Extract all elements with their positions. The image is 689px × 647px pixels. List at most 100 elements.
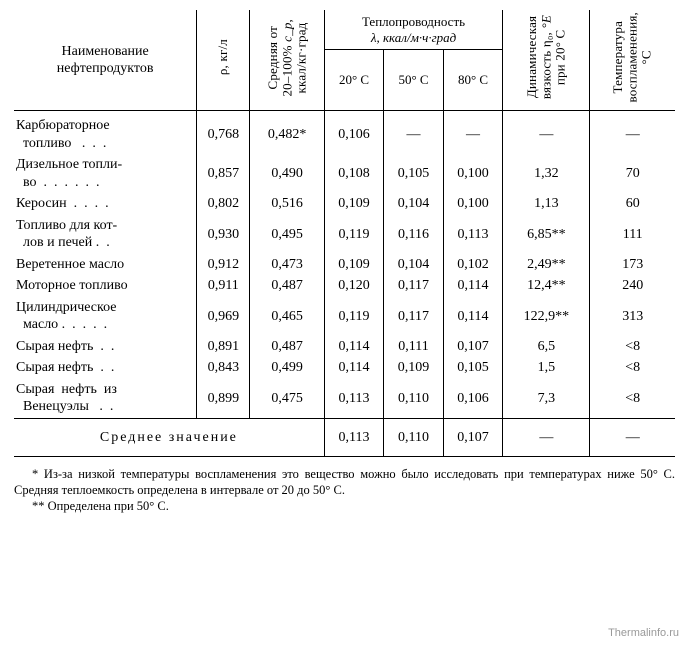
footnote-1: * Из-за низкой температуры воспламенения… bbox=[14, 467, 675, 498]
cell-rho: 0,768 bbox=[197, 115, 250, 154]
cell-50c: 0,104 bbox=[384, 193, 444, 215]
average-80c: 0,107 bbox=[443, 418, 503, 457]
cell-rho: 0,843 bbox=[197, 357, 250, 379]
cell-80c: 0,100 bbox=[443, 154, 503, 193]
cell-20c: 0,108 bbox=[324, 154, 384, 193]
cell-cp: 0,487 bbox=[250, 275, 324, 297]
average-label: Среднее значение bbox=[14, 418, 324, 457]
cell-name: Топливо для кот- лов и печей . . bbox=[14, 215, 197, 254]
cell-cp: 0,487 bbox=[250, 336, 324, 358]
col-flash-label: Температуравоспламенения,°C bbox=[611, 12, 654, 103]
cell-80c: 0,107 bbox=[443, 336, 503, 358]
cell-flash: 70 bbox=[590, 154, 675, 193]
col-thermal-group-header: Теплопроводность λ, ккал/м·ч·град bbox=[324, 10, 503, 50]
thermal-group-l1: Теплопроводность bbox=[362, 14, 465, 29]
table-row: Сырая нефть . .0,8430,4990,1140,1090,105… bbox=[14, 357, 675, 379]
col-visc-header: Динамическаявязкость η₀, °Eпри 20° C bbox=[503, 10, 590, 111]
col-20c-header: 20° C bbox=[324, 50, 384, 111]
cell-flash: <8 bbox=[590, 379, 675, 419]
cell-20c: 0,119 bbox=[324, 215, 384, 254]
cell-cp: 0,475 bbox=[250, 379, 324, 419]
col-50c-header: 50° C bbox=[384, 50, 444, 111]
cell-flash: <8 bbox=[590, 357, 675, 379]
average-50c: 0,110 bbox=[384, 418, 444, 457]
footnotes-block: * Из-за низкой температуры воспламенения… bbox=[14, 467, 675, 514]
cell-cp: 0,499 bbox=[250, 357, 324, 379]
cell-50c: 0,109 bbox=[384, 357, 444, 379]
cell-20c: 0,109 bbox=[324, 254, 384, 276]
cell-rho: 0,857 bbox=[197, 154, 250, 193]
cell-visc: 6,5 bbox=[503, 336, 590, 358]
cell-80c: 0,106 bbox=[443, 379, 503, 419]
col-rho-header: ρ, кг/л bbox=[197, 10, 250, 111]
col-flash-header: Температуравоспламенения,°C bbox=[590, 10, 675, 111]
col-80c-header: 80° C bbox=[443, 50, 503, 111]
data-table: Наименованиенефтепродуктов ρ, кг/л Средн… bbox=[14, 10, 675, 457]
cell-rho: 0,912 bbox=[197, 254, 250, 276]
cell-cp: 0,465 bbox=[250, 297, 324, 336]
cell-20c: 0,114 bbox=[324, 336, 384, 358]
cell-80c: 0,113 bbox=[443, 215, 503, 254]
cell-80c: 0,102 bbox=[443, 254, 503, 276]
cell-20c: 0,114 bbox=[324, 357, 384, 379]
table-row: Веретенное масло0,9120,4730,1090,1040,10… bbox=[14, 254, 675, 276]
cell-rho: 0,911 bbox=[197, 275, 250, 297]
table-row: Топливо для кот- лов и печей . .0,9300,4… bbox=[14, 215, 675, 254]
cell-cp: 0,482* bbox=[250, 115, 324, 154]
col-cp-header: Средняя от20–100% c_p,ккал/кг·град bbox=[250, 10, 324, 111]
table-row: Керосин . . . .0,8020,5160,1090,1040,100… bbox=[14, 193, 675, 215]
header-row-1: Наименованиенефтепродуктов ρ, кг/л Средн… bbox=[14, 10, 675, 50]
table-row: Карбюраторное топливо . . .0,7680,482*0,… bbox=[14, 115, 675, 154]
average-flash: — bbox=[590, 418, 675, 457]
cell-rho: 0,802 bbox=[197, 193, 250, 215]
thermal-group-l2: λ, ккал/м·ч·град bbox=[371, 30, 456, 45]
cell-visc: 7,3 bbox=[503, 379, 590, 419]
cell-80c: 0,114 bbox=[443, 275, 503, 297]
cell-rho: 0,891 bbox=[197, 336, 250, 358]
cell-50c: 0,111 bbox=[384, 336, 444, 358]
cell-flash: 173 bbox=[590, 254, 675, 276]
cell-name: Карбюраторное топливо . . . bbox=[14, 115, 197, 154]
cell-cp: 0,495 bbox=[250, 215, 324, 254]
cell-flash: 111 bbox=[590, 215, 675, 254]
cell-flash: <8 bbox=[590, 336, 675, 358]
cell-visc: 1,32 bbox=[503, 154, 590, 193]
cell-name: Моторное топливо bbox=[14, 275, 197, 297]
cell-name: Цилиндрическое масло . . . . . bbox=[14, 297, 197, 336]
cell-name: Керосин . . . . bbox=[14, 193, 197, 215]
cell-name: Сырая нефть из Венецуэлы . . bbox=[14, 379, 197, 419]
cell-cp: 0,490 bbox=[250, 154, 324, 193]
cell-50c: 0,104 bbox=[384, 254, 444, 276]
cell-80c: 0,100 bbox=[443, 193, 503, 215]
cell-20c: 0,120 bbox=[324, 275, 384, 297]
col-name-header: Наименованиенефтепродуктов bbox=[14, 10, 197, 111]
cell-name: Веретенное масло bbox=[14, 254, 197, 276]
cell-50c: 0,117 bbox=[384, 297, 444, 336]
cell-visc: 2,49** bbox=[503, 254, 590, 276]
watermark-text: Thermalinfo.ru bbox=[608, 627, 679, 639]
cell-rho: 0,969 bbox=[197, 297, 250, 336]
table-row: Сырая нефть . .0,8910,4870,1140,1110,107… bbox=[14, 336, 675, 358]
cell-20c: 0,119 bbox=[324, 297, 384, 336]
footnote-2: ** Определена при 50° С. bbox=[14, 499, 675, 515]
average-visc: — bbox=[503, 418, 590, 457]
cell-flash: — bbox=[590, 115, 675, 154]
cell-name: Дизельное топли- во . . . . . . bbox=[14, 154, 197, 193]
col-visc-label: Динамическаявязкость η₀, °Eпри 20° C bbox=[525, 15, 568, 99]
cell-80c: 0,105 bbox=[443, 357, 503, 379]
cell-visc: 12,4** bbox=[503, 275, 590, 297]
cell-cp: 0,516 bbox=[250, 193, 324, 215]
table-row: Сырая нефть из Венецуэлы . .0,8990,4750,… bbox=[14, 379, 675, 419]
cell-visc: — bbox=[503, 115, 590, 154]
cell-50c: 0,117 bbox=[384, 275, 444, 297]
cell-name: Сырая нефть . . bbox=[14, 357, 197, 379]
cell-50c: 0,110 bbox=[384, 379, 444, 419]
cell-80c: — bbox=[443, 115, 503, 154]
col-name-label: Наименованиенефтепродуктов bbox=[57, 44, 154, 77]
cell-flash: 313 bbox=[590, 297, 675, 336]
table-row: Цилиндрическое масло . . . . .0,9690,465… bbox=[14, 297, 675, 336]
cell-flash: 240 bbox=[590, 275, 675, 297]
col-cp-label: Средняя от20–100% c_p,ккал/кг·град bbox=[266, 19, 309, 97]
cell-visc: 1,13 bbox=[503, 193, 590, 215]
col-rho-label: ρ, кг/л bbox=[216, 39, 230, 75]
